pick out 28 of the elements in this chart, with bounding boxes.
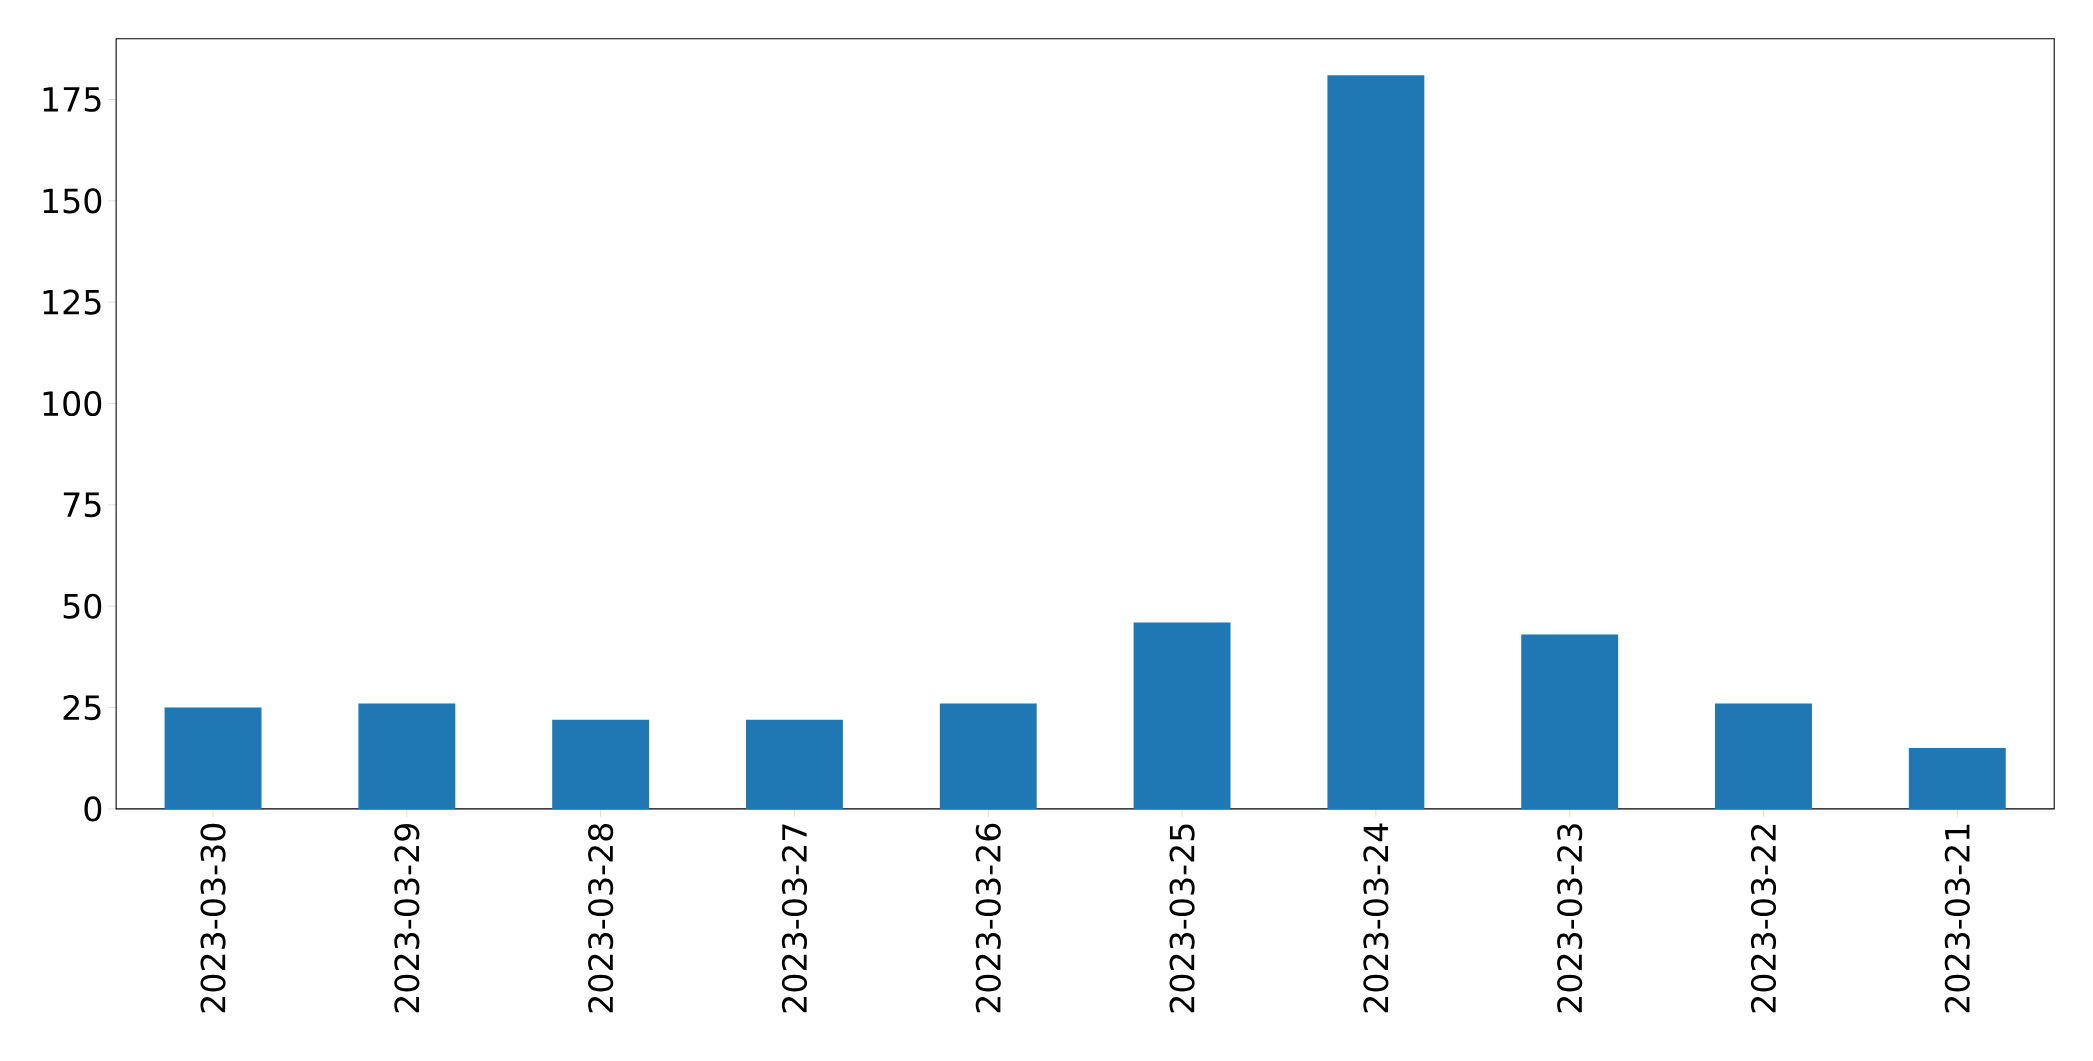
y-tick-label: 50 xyxy=(63,593,102,619)
y-tick-label: 75 xyxy=(63,492,101,518)
y-tick-label: 175 xyxy=(43,87,101,112)
x-tick-label: 2023-03-28 xyxy=(588,823,614,1013)
x-tick-label: 2023-03-30 xyxy=(200,823,226,1013)
bar xyxy=(1521,634,1619,809)
x-tick-label: 2023-03-27 xyxy=(781,824,808,1013)
x-tick-label: 2023-03-26 xyxy=(975,823,1001,1013)
x-tick-label: 2023-03-25 xyxy=(1169,824,1195,1013)
x-tick-label: 2023-03-23 xyxy=(1557,824,1583,1013)
x-tick-label: 2023-03-24 xyxy=(1363,823,1389,1013)
y-tick-label: 150 xyxy=(43,188,102,214)
bar xyxy=(1908,748,2006,809)
bar xyxy=(746,719,843,809)
x-tick-label: 2023-03-22 xyxy=(1750,824,1777,1013)
y-tick-label: 100 xyxy=(43,390,102,417)
y-tick-label: 25 xyxy=(63,694,101,721)
bar xyxy=(1133,622,1231,809)
y-tick-label: 0 xyxy=(84,796,102,822)
x-tick-label: 2023-03-29 xyxy=(394,823,420,1013)
y-tick-label: 125 xyxy=(43,289,101,315)
bar xyxy=(552,719,650,809)
x-tick-label: 2023-03-21 xyxy=(1944,824,1970,1013)
bar xyxy=(1327,75,1425,809)
bar xyxy=(164,707,262,809)
bar xyxy=(358,703,456,809)
bar xyxy=(939,703,1037,809)
bar xyxy=(1715,703,1812,809)
